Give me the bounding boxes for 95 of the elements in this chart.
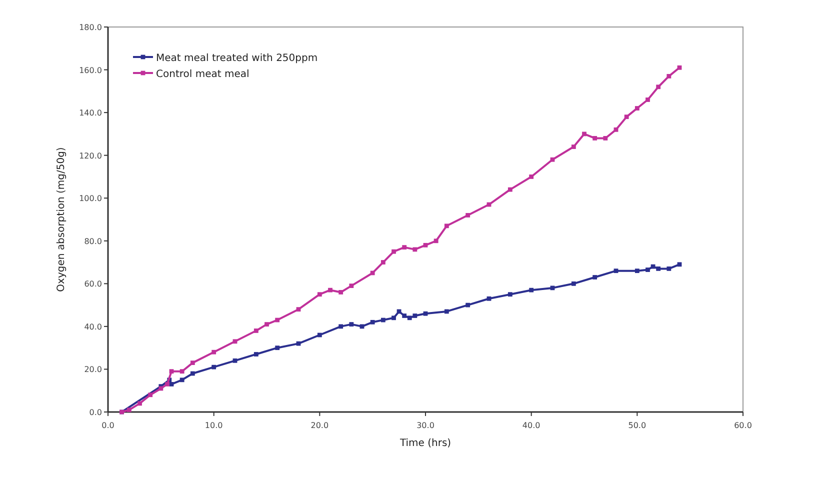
point xyxy=(380,318,386,322)
point xyxy=(392,316,396,320)
point xyxy=(634,268,640,274)
point xyxy=(212,364,216,370)
point xyxy=(380,260,386,264)
point xyxy=(275,346,280,350)
point xyxy=(646,268,650,272)
point xyxy=(180,378,184,382)
x-tick-label: 50.0 xyxy=(628,421,646,430)
y-tick-label: 20.0 xyxy=(84,365,102,374)
point xyxy=(169,382,174,386)
point xyxy=(582,132,586,136)
y-tick-label: 100.0 xyxy=(79,194,102,204)
point xyxy=(232,358,238,363)
point xyxy=(529,288,534,292)
point xyxy=(412,314,418,318)
point xyxy=(126,408,132,412)
point xyxy=(349,322,354,327)
point xyxy=(677,262,682,267)
legend-label: Control meat meal xyxy=(156,69,250,80)
point xyxy=(603,136,608,140)
point xyxy=(328,288,332,292)
point xyxy=(392,249,396,254)
y-tick-label: 160.0 xyxy=(79,66,102,75)
legend-label: Meat meal treated with 250ppm xyxy=(156,53,318,64)
x-tick-label: 30.0 xyxy=(416,421,434,430)
point xyxy=(296,307,301,312)
point xyxy=(212,350,216,354)
x-tick-label: 40.0 xyxy=(522,421,540,430)
point xyxy=(550,157,555,162)
point xyxy=(650,264,656,269)
point xyxy=(338,290,344,294)
x-axis-title: Time (hrs) xyxy=(398,438,452,449)
y-tick-label: 180.0 xyxy=(79,23,102,32)
y-tick-label: 60.0 xyxy=(84,280,102,289)
point xyxy=(338,324,344,329)
point xyxy=(148,392,153,398)
point xyxy=(407,316,412,320)
x-tick-label: 20.0 xyxy=(310,421,329,430)
point xyxy=(232,339,238,344)
point xyxy=(402,314,407,318)
y-axis-title: Oxygen absorption (mg/50g) xyxy=(56,147,67,292)
point xyxy=(190,360,195,366)
point xyxy=(412,247,418,252)
point xyxy=(677,65,682,70)
point xyxy=(508,187,512,192)
point xyxy=(624,114,629,120)
point xyxy=(666,266,672,271)
point xyxy=(360,324,364,329)
point xyxy=(402,245,407,250)
point xyxy=(370,270,375,276)
y-tick-label: 80.0 xyxy=(84,236,102,246)
point xyxy=(423,311,428,316)
x-tick-label: 10.0 xyxy=(204,421,223,430)
point xyxy=(571,144,576,149)
point xyxy=(614,127,618,132)
point xyxy=(592,275,598,280)
point xyxy=(656,84,661,90)
point xyxy=(180,369,184,374)
point xyxy=(666,74,672,78)
point xyxy=(317,332,322,338)
point xyxy=(486,296,492,301)
point xyxy=(466,302,470,308)
y-tick-label: 140.0 xyxy=(79,108,102,118)
point xyxy=(190,371,195,376)
point xyxy=(317,292,322,297)
point xyxy=(529,174,534,179)
x-tick-label: 0.0 xyxy=(102,421,114,430)
point xyxy=(634,106,640,110)
point xyxy=(444,309,449,314)
point xyxy=(550,286,555,290)
point xyxy=(423,242,428,248)
point xyxy=(646,98,650,102)
point xyxy=(349,284,354,288)
point xyxy=(165,382,170,386)
y-tick-label: 120.0 xyxy=(79,151,102,160)
point xyxy=(434,238,438,244)
y-tick-label: 0.0 xyxy=(89,408,102,417)
point xyxy=(138,401,142,406)
point xyxy=(508,292,512,297)
point xyxy=(254,328,258,333)
point xyxy=(264,322,269,327)
point xyxy=(592,136,598,140)
point xyxy=(656,266,661,271)
x-tick-label: 60.0 xyxy=(734,421,752,430)
point xyxy=(254,352,258,356)
point xyxy=(466,213,470,218)
y-tick-label: 40.0 xyxy=(84,322,102,332)
point xyxy=(275,318,280,322)
point xyxy=(444,224,449,228)
point xyxy=(296,341,301,346)
point xyxy=(169,369,174,374)
point xyxy=(571,281,576,286)
point xyxy=(370,320,375,324)
point xyxy=(614,268,618,274)
